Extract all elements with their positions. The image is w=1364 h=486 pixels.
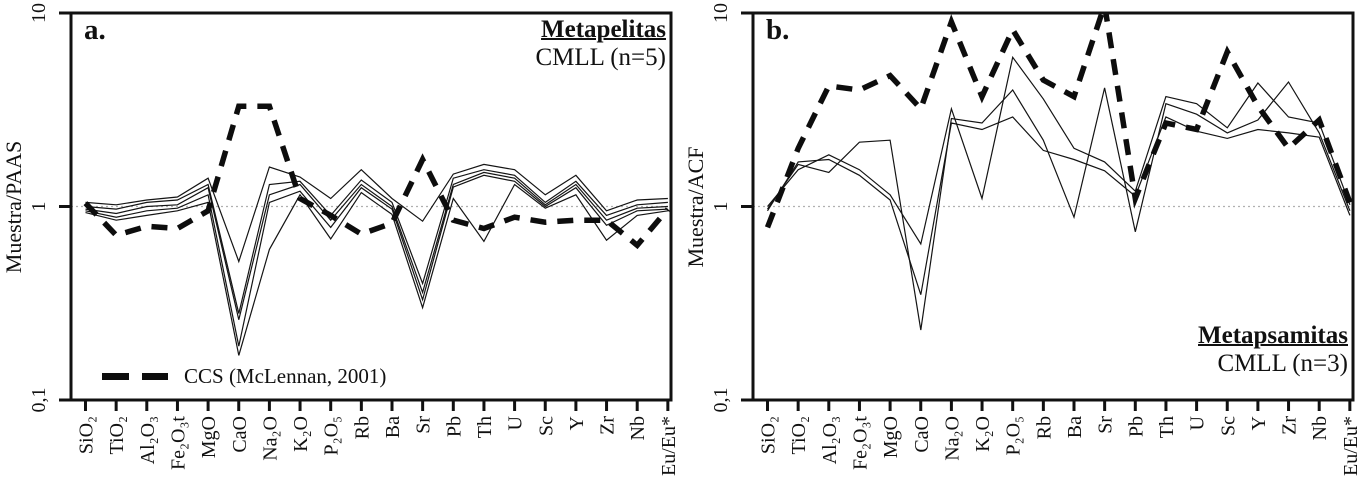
- x-tick-label-Fe₂O₃t: Fe₂O₃t: [849, 416, 871, 470]
- x-tick-label-U: U: [505, 415, 527, 430]
- series-line-muestra-3: [85, 171, 668, 320]
- x-tick-label-CaO: CaO: [229, 416, 251, 453]
- x-tick-label-MgO: MgO: [880, 416, 902, 458]
- y-tick-label: 1: [710, 202, 732, 212]
- series-line-muestra-1: [85, 163, 668, 264]
- legend: CCS (McLennan, 2001): [102, 364, 386, 389]
- series-line-CCS (McLennan, 2001): [83, 103, 670, 250]
- panel-a: 0,1 1 10 SiO₂ TiO₂ Al₂O₃ Fe₂O₃t MgO CaO Na₂O K₂O P₂…: [1, 3, 680, 476]
- plot-area-a: 0,1 1 10 SiO₂ TiO₂ Al₂O₃ Fe₂O₃t MgO CaO Na₂O K₂O P₂…: [28, 3, 680, 476]
- chart-svg-1: 0,1 1 10 SiO₂ TiO₂ Al₂O₃ Fe₂O₃t MgO CaO Na₂O K₂O P₂…: [710, 3, 1362, 476]
- series-line-muestra-3: [766, 116, 1351, 295]
- series-line-CCS (McLennan, 2001): [764, 13, 1353, 229]
- x-tick-label-Nb: Nb: [627, 416, 649, 440]
- x-tick-label-CaO: CaO: [911, 416, 933, 453]
- x-tick-label-Pb: Pb: [1125, 416, 1147, 437]
- x-tick-label-Na₂O: Na₂O: [259, 416, 281, 461]
- x-tick-label-Ba: Ba: [382, 416, 404, 438]
- panel-a-title: Metapelitas: [541, 16, 666, 43]
- x-tick-label-SiO₂: SiO₂: [758, 416, 780, 454]
- x-tick-label-Fe₂O₃t: Fe₂O₃t: [167, 416, 189, 470]
- x-tick-label-Nb: Nb: [1309, 416, 1331, 440]
- x-tick-label-TiO₂: TiO₂: [788, 416, 810, 455]
- series-line-muestra-5: [85, 183, 668, 356]
- x-tick-label-Al₂O₃: Al₂O₃: [137, 416, 159, 464]
- x-tick-label-Th: Th: [474, 416, 496, 438]
- x-tick-label-TiO₂: TiO₂: [106, 416, 128, 455]
- panel-a-title-block: Metapelitas CMLL (n=5): [535, 16, 666, 72]
- x-tick-label-Sr: Sr: [1095, 416, 1117, 434]
- y-tick-label: 10: [28, 3, 50, 23]
- x-tick-label-MgO: MgO: [198, 416, 220, 458]
- x-tick-label-Pb: Pb: [443, 416, 465, 437]
- x-tick-label-Rb: Rb: [1033, 416, 1055, 439]
- x-tick-label-Al₂O₃: Al₂O₃: [819, 416, 841, 464]
- x-tick-label-Zr: Zr: [597, 416, 619, 435]
- series-line-muestra-4: [85, 174, 668, 347]
- panel-letter-a: a.: [84, 14, 106, 46]
- series-line-muestra-1: [767, 55, 1351, 246]
- series-line-muestra-2: [85, 169, 668, 314]
- chart-svg-0: 0,1 1 10 SiO₂ TiO₂ Al₂O₃ Fe₂O₃t MgO CaO Na₂O K₂O P₂…: [28, 3, 680, 476]
- y-tick-label: 0,1: [710, 388, 732, 413]
- y-tick-label: 0,1: [28, 388, 50, 413]
- legend-label: CCS (McLennan, 2001): [184, 364, 387, 388]
- x-tick-label-K₂O: K₂O: [972, 416, 994, 452]
- x-tick-label-Eu/Eu*: Eu/Eu*: [1340, 416, 1362, 476]
- x-tick-label-SiO₂: SiO₂: [76, 416, 98, 454]
- panel-b-title-block: Metapsamitas CMLL (n=3): [1198, 322, 1348, 378]
- y-axis-label-b: Muestra/ACF: [683, 146, 708, 268]
- panel-a-subtitle: CMLL (n=5): [535, 44, 666, 71]
- x-tick-label-P₂O₅: P₂O₅: [321, 416, 343, 456]
- x-tick-label-Y: Y: [1248, 416, 1270, 430]
- panel-letter-b: b.: [766, 14, 790, 46]
- y-tick-label: 1: [28, 202, 50, 212]
- x-tick-label-P₂O₅: P₂O₅: [1003, 416, 1025, 456]
- series-line-muestra-2: [767, 80, 1351, 331]
- plot-area-b: 0,1 1 10 SiO₂ TiO₂ Al₂O₃ Fe₂O₃t MgO CaO Na₂O K₂O P₂…: [682, 0, 1364, 486]
- y-axis-label-a: Muestra/PAAS: [1, 140, 26, 274]
- x-tick-label-Na₂O: Na₂O: [941, 416, 963, 461]
- x-tick-label-Th: Th: [1156, 416, 1178, 438]
- x-tick-label-Y: Y: [566, 416, 588, 430]
- x-tick-label-Rb: Rb: [351, 416, 373, 439]
- x-tick-label-Sc: Sc: [1217, 416, 1239, 436]
- x-tick-label-Zr: Zr: [1279, 416, 1301, 435]
- x-tick-label-Sr: Sr: [413, 416, 435, 434]
- x-tick-label-K₂O: K₂O: [290, 416, 312, 452]
- x-tick-label-Sc: Sc: [535, 416, 557, 436]
- panel-b-subtitle: CMLL (n=3): [1217, 350, 1348, 377]
- panel-b: 0,1 1 10 SiO₂ TiO₂ Al₂O₃ Fe₂O₃t MgO CaO Na₂O K₂O P₂…: [682, 0, 1364, 486]
- x-tick-label-U: U: [1187, 415, 1209, 430]
- y-tick-label: 10: [710, 3, 732, 23]
- panel-b-title: Metapsamitas: [1198, 322, 1348, 349]
- dashed-line-legend-marker: [102, 373, 168, 380]
- x-tick-label-Ba: Ba: [1064, 416, 1086, 438]
- x-tick-label-Eu/Eu*: Eu/Eu*: [658, 416, 680, 476]
